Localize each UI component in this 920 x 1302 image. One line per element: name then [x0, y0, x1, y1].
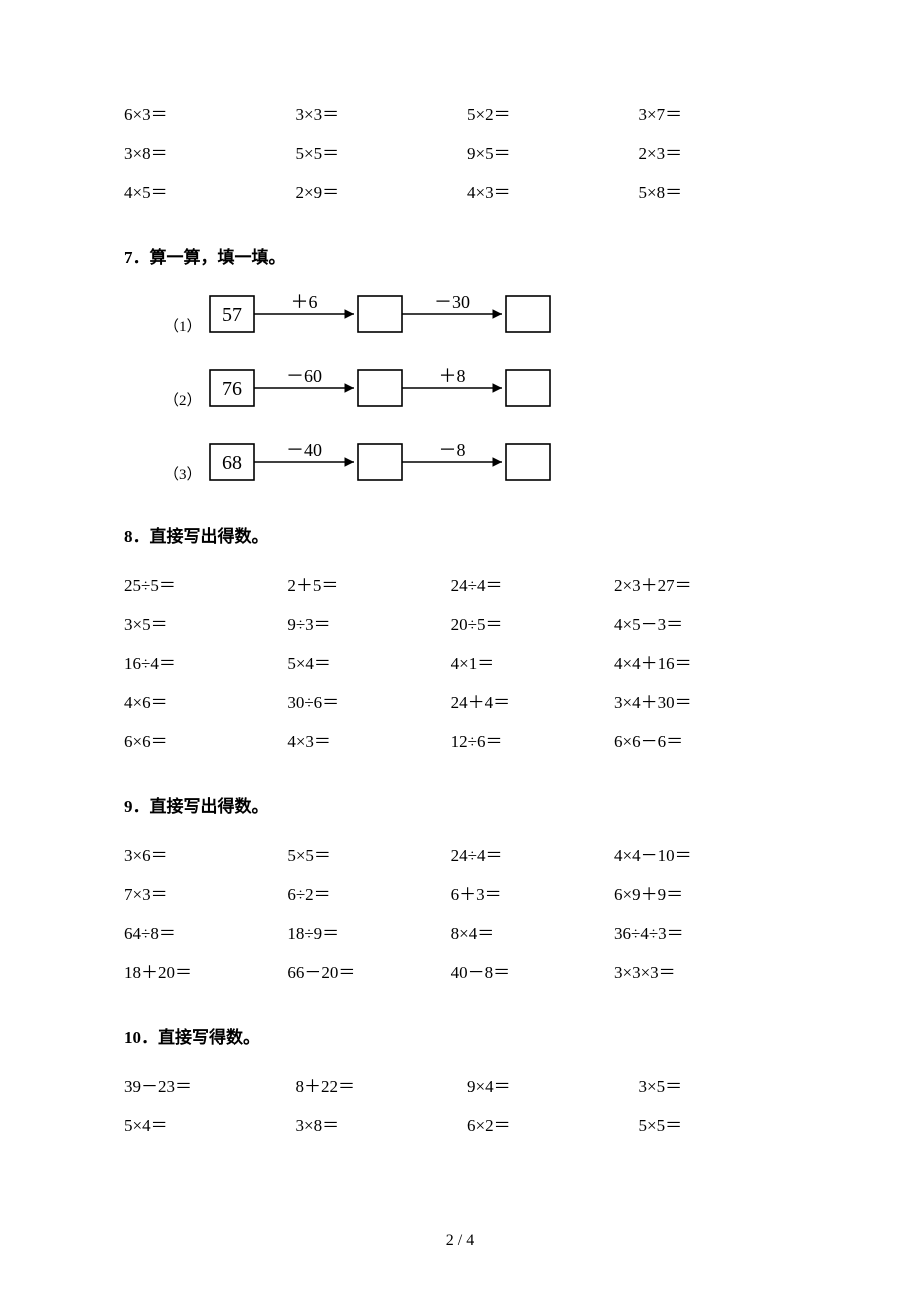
flow-row-3: （3） 68 －40 －8	[164, 440, 810, 486]
section7-title: 算一算，填一填。	[150, 248, 286, 267]
eq-cell: 4×5－3＝	[614, 610, 810, 635]
flow-label: （1）	[164, 315, 202, 338]
eq-cell: 25÷5＝	[124, 571, 287, 596]
eq-cell: 9×4＝	[467, 1072, 639, 1097]
eq-cell: 4×4＋16＝	[614, 649, 810, 674]
eq-cell: 6×2＝	[467, 1111, 639, 1136]
eq-cell: 9×5＝	[467, 139, 639, 164]
eq-cell: 5×2＝	[467, 100, 639, 125]
eq-cell: 3×7＝	[639, 100, 811, 125]
eq-cell: 6＋3＝	[451, 880, 614, 905]
eq-cell: 16÷4＝	[124, 649, 287, 674]
eq-cell: 4×3＝	[287, 727, 450, 752]
eq-cell: 3×6＝	[124, 841, 287, 866]
eq-cell: 7×3＝	[124, 880, 287, 905]
flow-diagram-icon: 68 －40 －8	[208, 440, 568, 486]
eq-cell: 8×4＝	[451, 919, 614, 944]
flow-op: －30	[434, 292, 470, 312]
eq-cell: 6×6＝	[124, 727, 287, 752]
eq-cell: 5×5＝	[296, 139, 468, 164]
flow-diagram-icon: 76 －60 ＋8	[208, 366, 568, 412]
flow-op: －40	[286, 440, 322, 460]
flow-label: （2）	[164, 389, 202, 412]
eq-cell: 6×9＋9＝	[614, 880, 810, 905]
eq-cell: 3×8＝	[296, 1111, 468, 1136]
eq-cell: 8＋22＝	[296, 1072, 468, 1097]
flow-start: 68	[222, 452, 242, 474]
eq-cell: 4×4－10＝	[614, 841, 810, 866]
section10-number: 10．	[124, 1028, 158, 1047]
eq-cell: 24＋4＝	[451, 688, 614, 713]
eq-cell: 4×6＝	[124, 688, 287, 713]
eq-cell: 3×3＝	[296, 100, 468, 125]
eq-cell: 3×8＝	[124, 139, 296, 164]
eq-cell: 40－8＝	[451, 958, 614, 983]
section7-heading: 7．算一算，填一填。	[124, 243, 810, 268]
eq-cell: 5×8＝	[639, 178, 811, 203]
eq-cell: 18＋20＝	[124, 958, 287, 983]
page-footer: 2 / 4	[0, 1232, 920, 1250]
eq-cell: 64÷8＝	[124, 919, 287, 944]
flow-diagram-icon: 57 ＋6 －30	[208, 292, 568, 338]
eq-cell: 3×3×3＝	[614, 958, 810, 983]
eq-cell: 66－20＝	[287, 958, 450, 983]
eq-cell: 36÷4÷3＝	[614, 919, 810, 944]
section10-heading: 10．直接写得数。	[124, 1023, 810, 1048]
eq-cell: 3×5＝	[124, 610, 287, 635]
eq-cell: 5×4＝	[287, 649, 450, 674]
eq-cell: 2×3＋27＝	[614, 571, 810, 596]
flow-row-2: （2） 76 －60 ＋8	[164, 366, 810, 412]
eq-cell: 6×3＝	[124, 100, 296, 125]
eq-cell: 4×1＝	[451, 649, 614, 674]
flow-start: 57	[222, 304, 242, 326]
eq-cell: 5×5＝	[287, 841, 450, 866]
eq-cell: 18÷9＝	[287, 919, 450, 944]
section-top-grid: 6×3＝ 3×3＝ 5×2＝ 3×7＝ 3×8＝ 5×5＝ 9×5＝ 2×3＝ …	[124, 100, 810, 203]
section8-heading: 8．直接写出得数。	[124, 522, 810, 547]
section8-number: 8．	[124, 527, 150, 546]
eq-cell: 4×5＝	[124, 178, 296, 203]
section9-heading: 9．直接写出得数。	[124, 792, 810, 817]
eq-cell: 2×9＝	[296, 178, 468, 203]
flow-row-1: （1） 57 ＋6 －30	[164, 292, 810, 338]
eq-cell: 9÷3＝	[287, 610, 450, 635]
eq-cell: 20÷5＝	[451, 610, 614, 635]
eq-cell: 3×4＋30＝	[614, 688, 810, 713]
eq-cell: 30÷6＝	[287, 688, 450, 713]
eq-cell: 12÷6＝	[451, 727, 614, 752]
flow-op: －60	[286, 366, 322, 386]
eq-cell: 6÷2＝	[287, 880, 450, 905]
section10-grid: 39－23＝ 8＋22＝ 9×4＝ 3×5＝ 5×4＝ 3×8＝ 6×2＝ 5×…	[124, 1072, 810, 1136]
eq-cell: 2×3＝	[639, 139, 811, 164]
eq-cell: 5×4＝	[124, 1111, 296, 1136]
section9-title: 直接写出得数。	[150, 797, 269, 816]
section7-number: 7．	[124, 248, 150, 267]
flow-label: （3）	[164, 463, 202, 486]
page: 6×3＝ 3×3＝ 5×2＝ 3×7＝ 3×8＝ 5×5＝ 9×5＝ 2×3＝ …	[0, 0, 920, 1302]
section7-flows: （1） 57 ＋6 －30 （2）	[164, 292, 810, 486]
eq-cell: 6×6－6＝	[614, 727, 810, 752]
eq-cell: 5×5＝	[639, 1111, 811, 1136]
eq-cell: 24÷4＝	[451, 571, 614, 596]
eq-cell: 39－23＝	[124, 1072, 296, 1097]
eq-cell: 2＋5＝	[287, 571, 450, 596]
flow-op: ＋8	[438, 366, 465, 386]
section8-grid: 25÷5＝ 2＋5＝ 24÷4＝ 2×3＋27＝ 3×5＝ 9÷3＝ 20÷5＝…	[124, 571, 810, 752]
section8-title: 直接写出得数。	[150, 527, 269, 546]
flow-op: －8	[438, 440, 465, 460]
flow-op: ＋6	[290, 292, 317, 312]
section9-number: 9．	[124, 797, 150, 816]
eq-cell: 24÷4＝	[451, 841, 614, 866]
section9-grid: 3×6＝ 5×5＝ 24÷4＝ 4×4－10＝ 7×3＝ 6÷2＝ 6＋3＝ 6…	[124, 841, 810, 983]
eq-cell: 3×5＝	[639, 1072, 811, 1097]
flow-start: 76	[222, 378, 242, 400]
eq-cell: 4×3＝	[467, 178, 639, 203]
section10-title: 直接写得数。	[158, 1028, 260, 1047]
